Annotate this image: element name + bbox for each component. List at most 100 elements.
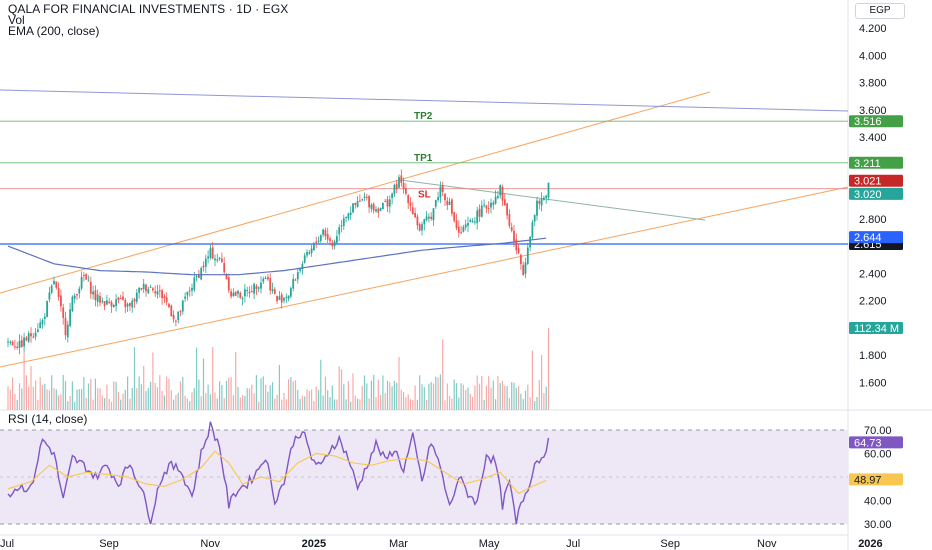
volume-bar [285, 399, 287, 410]
volume-bar [409, 399, 412, 410]
candle [414, 212, 416, 218]
candle [211, 247, 214, 259]
volume-bar [499, 383, 501, 410]
candle [18, 340, 21, 348]
volume-bar [329, 397, 331, 410]
volume-bar [16, 399, 18, 410]
volume-bar [520, 393, 522, 410]
volume-bar [156, 387, 159, 410]
rsi-legend[interactable]: RSI (14, close) [8, 412, 88, 426]
volume-bar [62, 374, 64, 410]
candle [283, 297, 285, 301]
candle [165, 297, 168, 302]
volume-bar [202, 358, 205, 410]
volume-bar [244, 395, 246, 410]
volume-bar [317, 389, 320, 410]
candle [103, 301, 106, 307]
candle [478, 208, 481, 217]
volume-bar [14, 394, 16, 410]
volume-bar [492, 380, 494, 410]
volume-bar [534, 401, 536, 410]
volume-bar [150, 381, 152, 410]
volume-bar [230, 377, 232, 410]
candle [168, 303, 170, 308]
symbol-title[interactable]: QALA FOR FINANCIAL INVESTMENTS · 1D · EG… [8, 2, 289, 16]
candle [439, 186, 442, 198]
volume-bar [138, 376, 140, 410]
candle [515, 239, 518, 251]
candle [273, 289, 276, 294]
volume-bar [92, 399, 94, 410]
volume-bar [320, 359, 322, 410]
volume-bar [251, 384, 253, 410]
descending-trendline [399, 179, 706, 221]
volume-bar [288, 379, 290, 410]
volume-bar [51, 375, 53, 410]
volume-bar [446, 383, 448, 410]
volume-bar [78, 389, 80, 410]
volume-legend[interactable]: Vol [8, 13, 25, 27]
volume-bar [255, 375, 257, 410]
candle [264, 277, 267, 279]
candle [301, 263, 304, 270]
candle [319, 235, 322, 242]
volume-bar [265, 384, 267, 410]
candle [448, 201, 451, 205]
price-tick-label: 4.200 [859, 23, 887, 35]
candle [347, 213, 350, 219]
candle [437, 197, 439, 201]
volume-bar [435, 376, 437, 410]
volume-bar [21, 388, 23, 410]
candle [428, 216, 430, 219]
volume-bar [133, 347, 136, 410]
volume-bar [377, 379, 379, 410]
candle [524, 262, 527, 274]
volume-bar [64, 381, 67, 410]
volume-bar [373, 374, 375, 410]
candle [119, 298, 122, 300]
candle [9, 341, 12, 343]
volume-bar [416, 399, 418, 410]
sl-text: SL [418, 190, 431, 201]
candle [294, 279, 297, 281]
candle [287, 295, 290, 299]
volume-bar [331, 385, 333, 410]
candle [78, 288, 81, 294]
volume-bar [32, 386, 34, 410]
candle [405, 188, 407, 194]
ema-legend[interactable]: EMA (200, close) [8, 24, 100, 38]
volume-bar [432, 383, 435, 410]
candle [276, 295, 278, 302]
volume-bar [12, 377, 14, 410]
candle [501, 186, 504, 201]
volume-bar [120, 399, 122, 410]
volume-bar [354, 395, 356, 410]
candle [198, 274, 200, 278]
tp2-badge-text: 3.516 [854, 116, 882, 128]
volume-bar [442, 339, 444, 410]
volume-bar [508, 398, 510, 410]
candle [395, 184, 398, 190]
volume-bar [166, 376, 168, 410]
currency-button[interactable]: EGP [855, 3, 905, 19]
candle [510, 227, 513, 231]
price-badge-text: 3.020 [854, 189, 882, 201]
candle [83, 275, 85, 277]
candle [517, 248, 520, 253]
volume-bar [122, 393, 124, 410]
candle [214, 258, 216, 261]
candle [216, 259, 219, 261]
candle [241, 298, 244, 300]
candle [432, 208, 435, 221]
volume-bar [274, 398, 276, 410]
candle [361, 199, 364, 201]
candle [508, 214, 511, 226]
volume-bar [37, 399, 39, 410]
volume-bar [184, 395, 186, 410]
volume-bar [110, 401, 113, 410]
volume-bar [159, 375, 161, 410]
candle [503, 199, 506, 206]
volume-bar [299, 399, 301, 410]
